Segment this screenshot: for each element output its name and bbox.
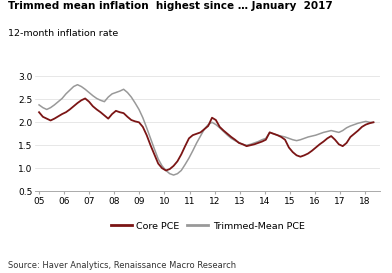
Text: Trimmed mean inflation  highest since … January  2017: Trimmed mean inflation highest since … J…	[8, 1, 332, 11]
Text: 12-month inflation rate: 12-month inflation rate	[8, 29, 118, 38]
Text: Source: Haver Analytics, Renaissance Macro Research: Source: Haver Analytics, Renaissance Mac…	[8, 261, 236, 270]
Legend: Core PCE, Trimmed-Mean PCE: Core PCE, Trimmed-Mean PCE	[107, 218, 309, 235]
